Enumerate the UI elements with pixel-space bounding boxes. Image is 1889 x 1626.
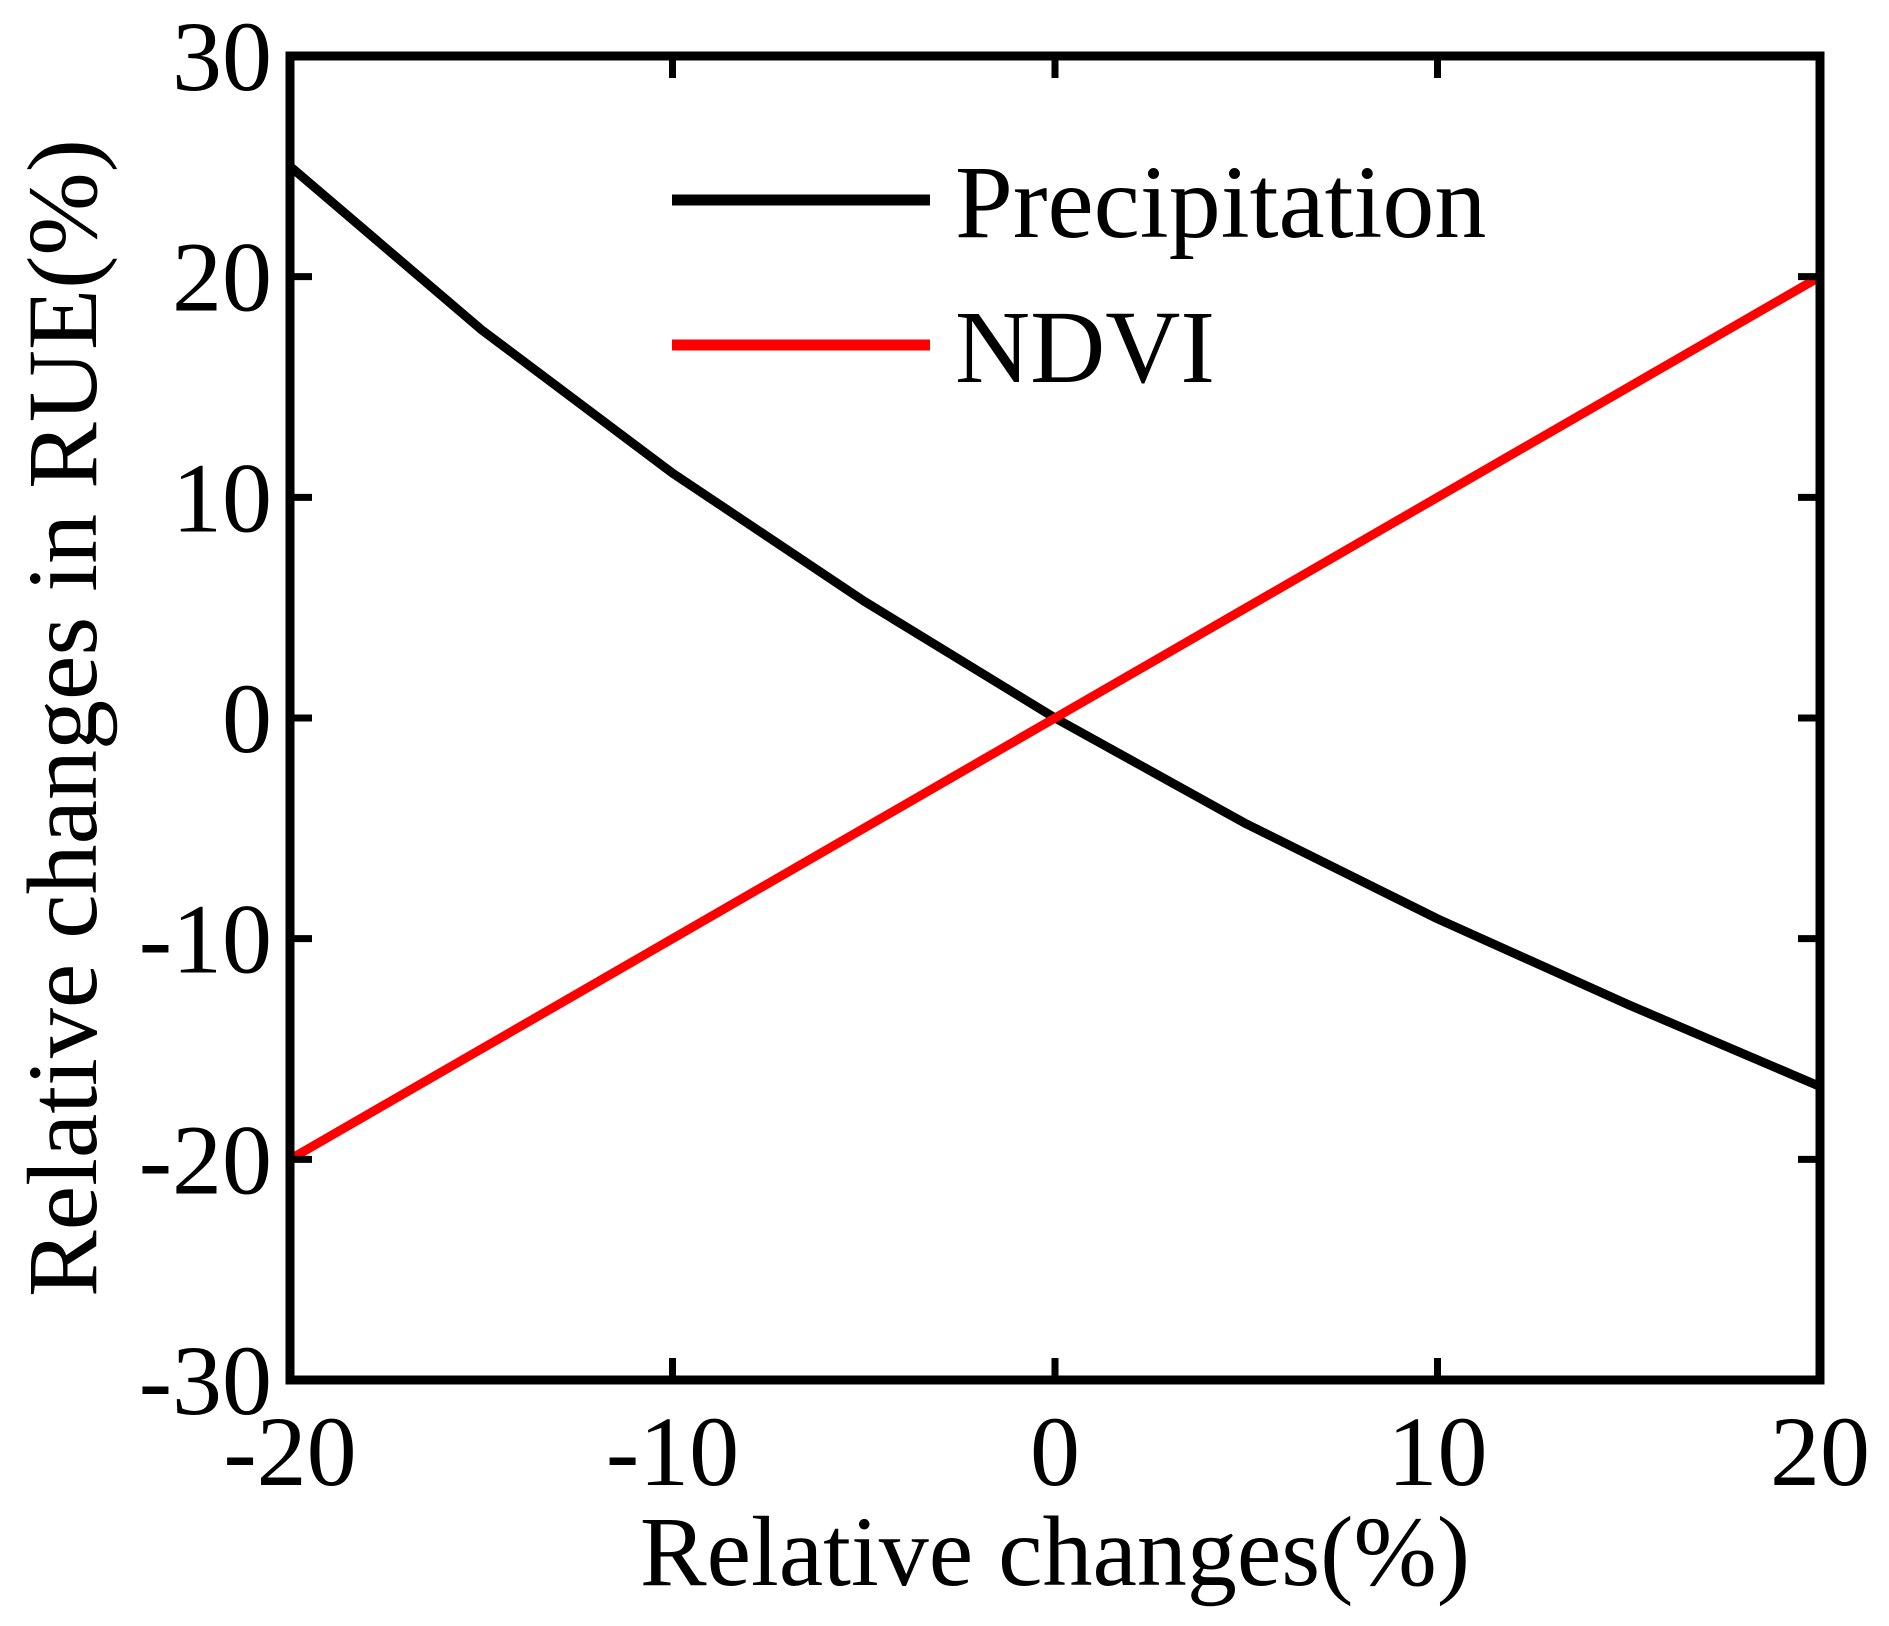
x-tick-label: 10 bbox=[1388, 1396, 1488, 1507]
legend: Precipitation NDVI bbox=[672, 145, 1486, 405]
y-tick-label: -20 bbox=[139, 1104, 272, 1215]
y-tick-label: 30 bbox=[172, 1, 272, 112]
x-tick-label: -20 bbox=[223, 1396, 356, 1507]
ticks-layer bbox=[286, 52, 1824, 1384]
y-tick-label: 20 bbox=[172, 222, 272, 333]
x-tick-label: -10 bbox=[606, 1396, 739, 1507]
y-axis-label: Relative changes in RUE(%) bbox=[7, 139, 118, 1297]
x-tick-label: 0 bbox=[1030, 1396, 1080, 1507]
x-axis-label: Relative changes(%) bbox=[640, 1496, 1470, 1607]
y-tick-label: 0 bbox=[222, 663, 272, 774]
legend-label-ndvi: NDVI bbox=[955, 290, 1215, 405]
y-tick-label: 10 bbox=[172, 442, 272, 553]
y-tick-label: -30 bbox=[139, 1325, 272, 1436]
y-tick-label: -10 bbox=[139, 884, 272, 995]
x-tick-label: 20 bbox=[1770, 1396, 1870, 1507]
series-line-ndvi bbox=[285, 272, 1825, 1164]
series-layer bbox=[285, 161, 1825, 1164]
legend-label-precipitation: Precipitation bbox=[955, 145, 1486, 260]
